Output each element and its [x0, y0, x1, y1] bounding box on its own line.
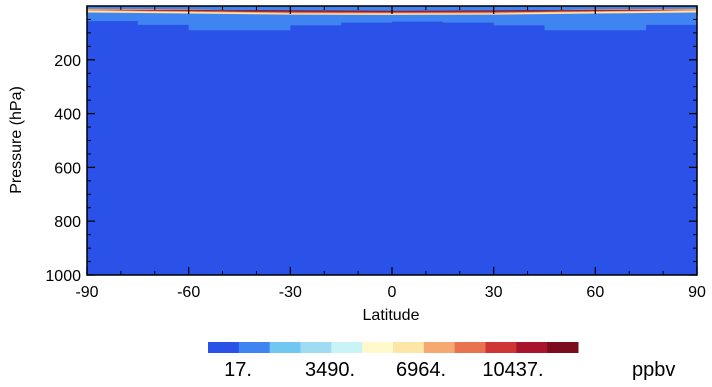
- y-tick-label: 1000: [45, 268, 81, 285]
- x-tick-label: 60: [586, 284, 604, 301]
- x-axis-label: Latitude: [363, 307, 420, 324]
- x-tick-label: -30: [279, 284, 302, 301]
- y-tick-label: 200: [54, 53, 81, 70]
- colorbar-tick-label: 3490.: [305, 359, 355, 381]
- colorbar-swatch: [331, 342, 363, 353]
- x-tick-label: -90: [75, 284, 98, 301]
- x-tick-label: -60: [177, 284, 200, 301]
- axes: -90 -60 -30 0 30 60 90 200 400 600 800 1000: [45, 5, 706, 301]
- colorbar-unit: ppbv: [632, 359, 675, 381]
- y-tick-label: 800: [54, 214, 81, 231]
- y-axis-label: Pressure (hPa): [8, 86, 25, 194]
- colorbar-swatch: [208, 342, 240, 353]
- y-tick-label: 400: [54, 107, 81, 124]
- colorbar-swatch: [238, 342, 271, 353]
- colorbar-tick-label: 10437.: [482, 359, 543, 381]
- colorbar-tick-label: 17.: [224, 359, 252, 381]
- colorbar-swatch: [516, 342, 548, 353]
- top-band-0: [87, 9, 697, 15]
- colorbar-swatch: [362, 342, 394, 353]
- colorbar-swatch: [485, 342, 517, 353]
- colorbar-swatch: [454, 342, 486, 353]
- colorbar-swatch: [547, 342, 579, 353]
- colorbar-swatch: [300, 342, 332, 353]
- x-tick-label: 90: [688, 284, 706, 301]
- y-tick-label: 600: [54, 160, 81, 177]
- colorbar-swatch: [393, 342, 425, 353]
- colorbar-swatch: [269, 342, 301, 353]
- x-tick-label: 30: [485, 284, 503, 301]
- top-band-1: [87, 8, 697, 14]
- x-tick-label: 0: [388, 284, 397, 301]
- colorbar: 17. 3490. 6964. 10437. ppbv: [208, 342, 675, 381]
- colorbar-tick-label: 6964.: [396, 359, 446, 381]
- field-background: [87, 6, 697, 275]
- colorbar-swatch: [423, 342, 456, 353]
- plot-area: [87, 6, 697, 275]
